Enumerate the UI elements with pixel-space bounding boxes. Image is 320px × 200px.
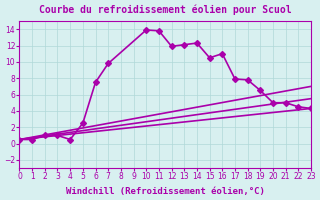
X-axis label: Windchill (Refroidissement éolien,°C): Windchill (Refroidissement éolien,°C)	[66, 187, 265, 196]
Title: Courbe du refroidissement éolien pour Scuol: Courbe du refroidissement éolien pour Sc…	[39, 4, 292, 15]
